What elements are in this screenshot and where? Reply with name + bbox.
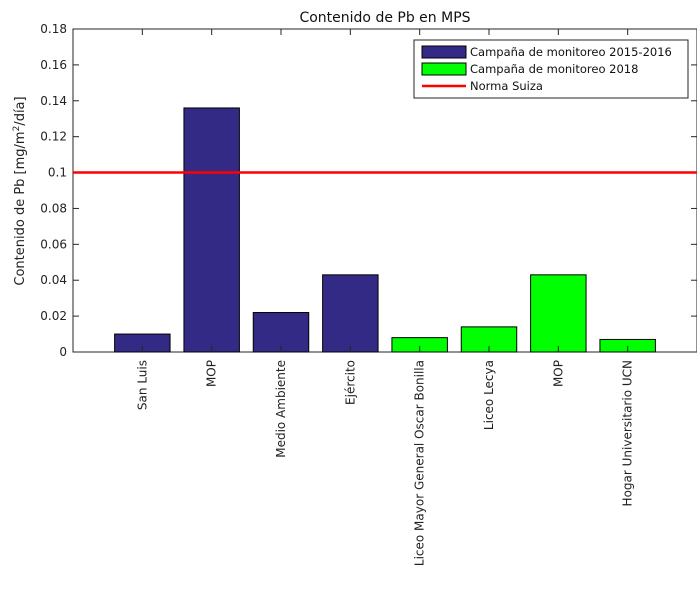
plot-area: 0 0.02 0.04 0.06 0.08 0.1 0.12 0.14 0.16 0.18 San … — [40, 22, 697, 566]
legend-swatch — [421, 45, 467, 59]
x-tick-label: MOP — [205, 360, 219, 387]
y-axis-label: Contenido de Pb [mg/m2/día] — [12, 96, 28, 285]
y-tick-label: 0.16 — [40, 58, 67, 72]
legend-swatch — [421, 62, 467, 76]
legend-label: Campaña de monitoreo 2018 — [470, 62, 638, 76]
bar — [252, 312, 310, 353]
y-tick-label: 0.08 — [40, 201, 67, 215]
x-tick-label: Liceo Lecya — [482, 360, 496, 430]
bar — [183, 107, 240, 353]
x-tick-label: Liceo Mayor General Oscar Bonilla — [413, 360, 427, 566]
bar — [530, 274, 587, 353]
legend-label: Norma Suiza — [470, 79, 543, 93]
y-tick-label: 0.02 — [40, 309, 67, 323]
x-tick-label: MOP — [551, 360, 565, 387]
x-tick-label: Medio Ambiente — [274, 360, 288, 458]
x-tick-label: San Luis — [135, 360, 149, 410]
legend-label: Campaña de monitoreo 2015-2016 — [470, 45, 672, 59]
y-tick-label: 0 — [59, 345, 67, 359]
bar — [322, 274, 379, 353]
y-tick-label: 0.04 — [40, 273, 67, 287]
x-tick-label: Ejército — [343, 360, 357, 405]
chart-title: Contenido de Pb en MPS — [299, 10, 470, 26]
y-tick-label: 0.12 — [40, 130, 67, 144]
y-tick-label: 0.1 — [48, 166, 67, 180]
y-tick-label: 0.14 — [40, 94, 67, 108]
x-tick-label: Hogar Universitario UCN — [621, 360, 635, 506]
y-tick-label: 0.18 — [40, 22, 67, 36]
y-tick-label: 0.06 — [40, 237, 67, 251]
